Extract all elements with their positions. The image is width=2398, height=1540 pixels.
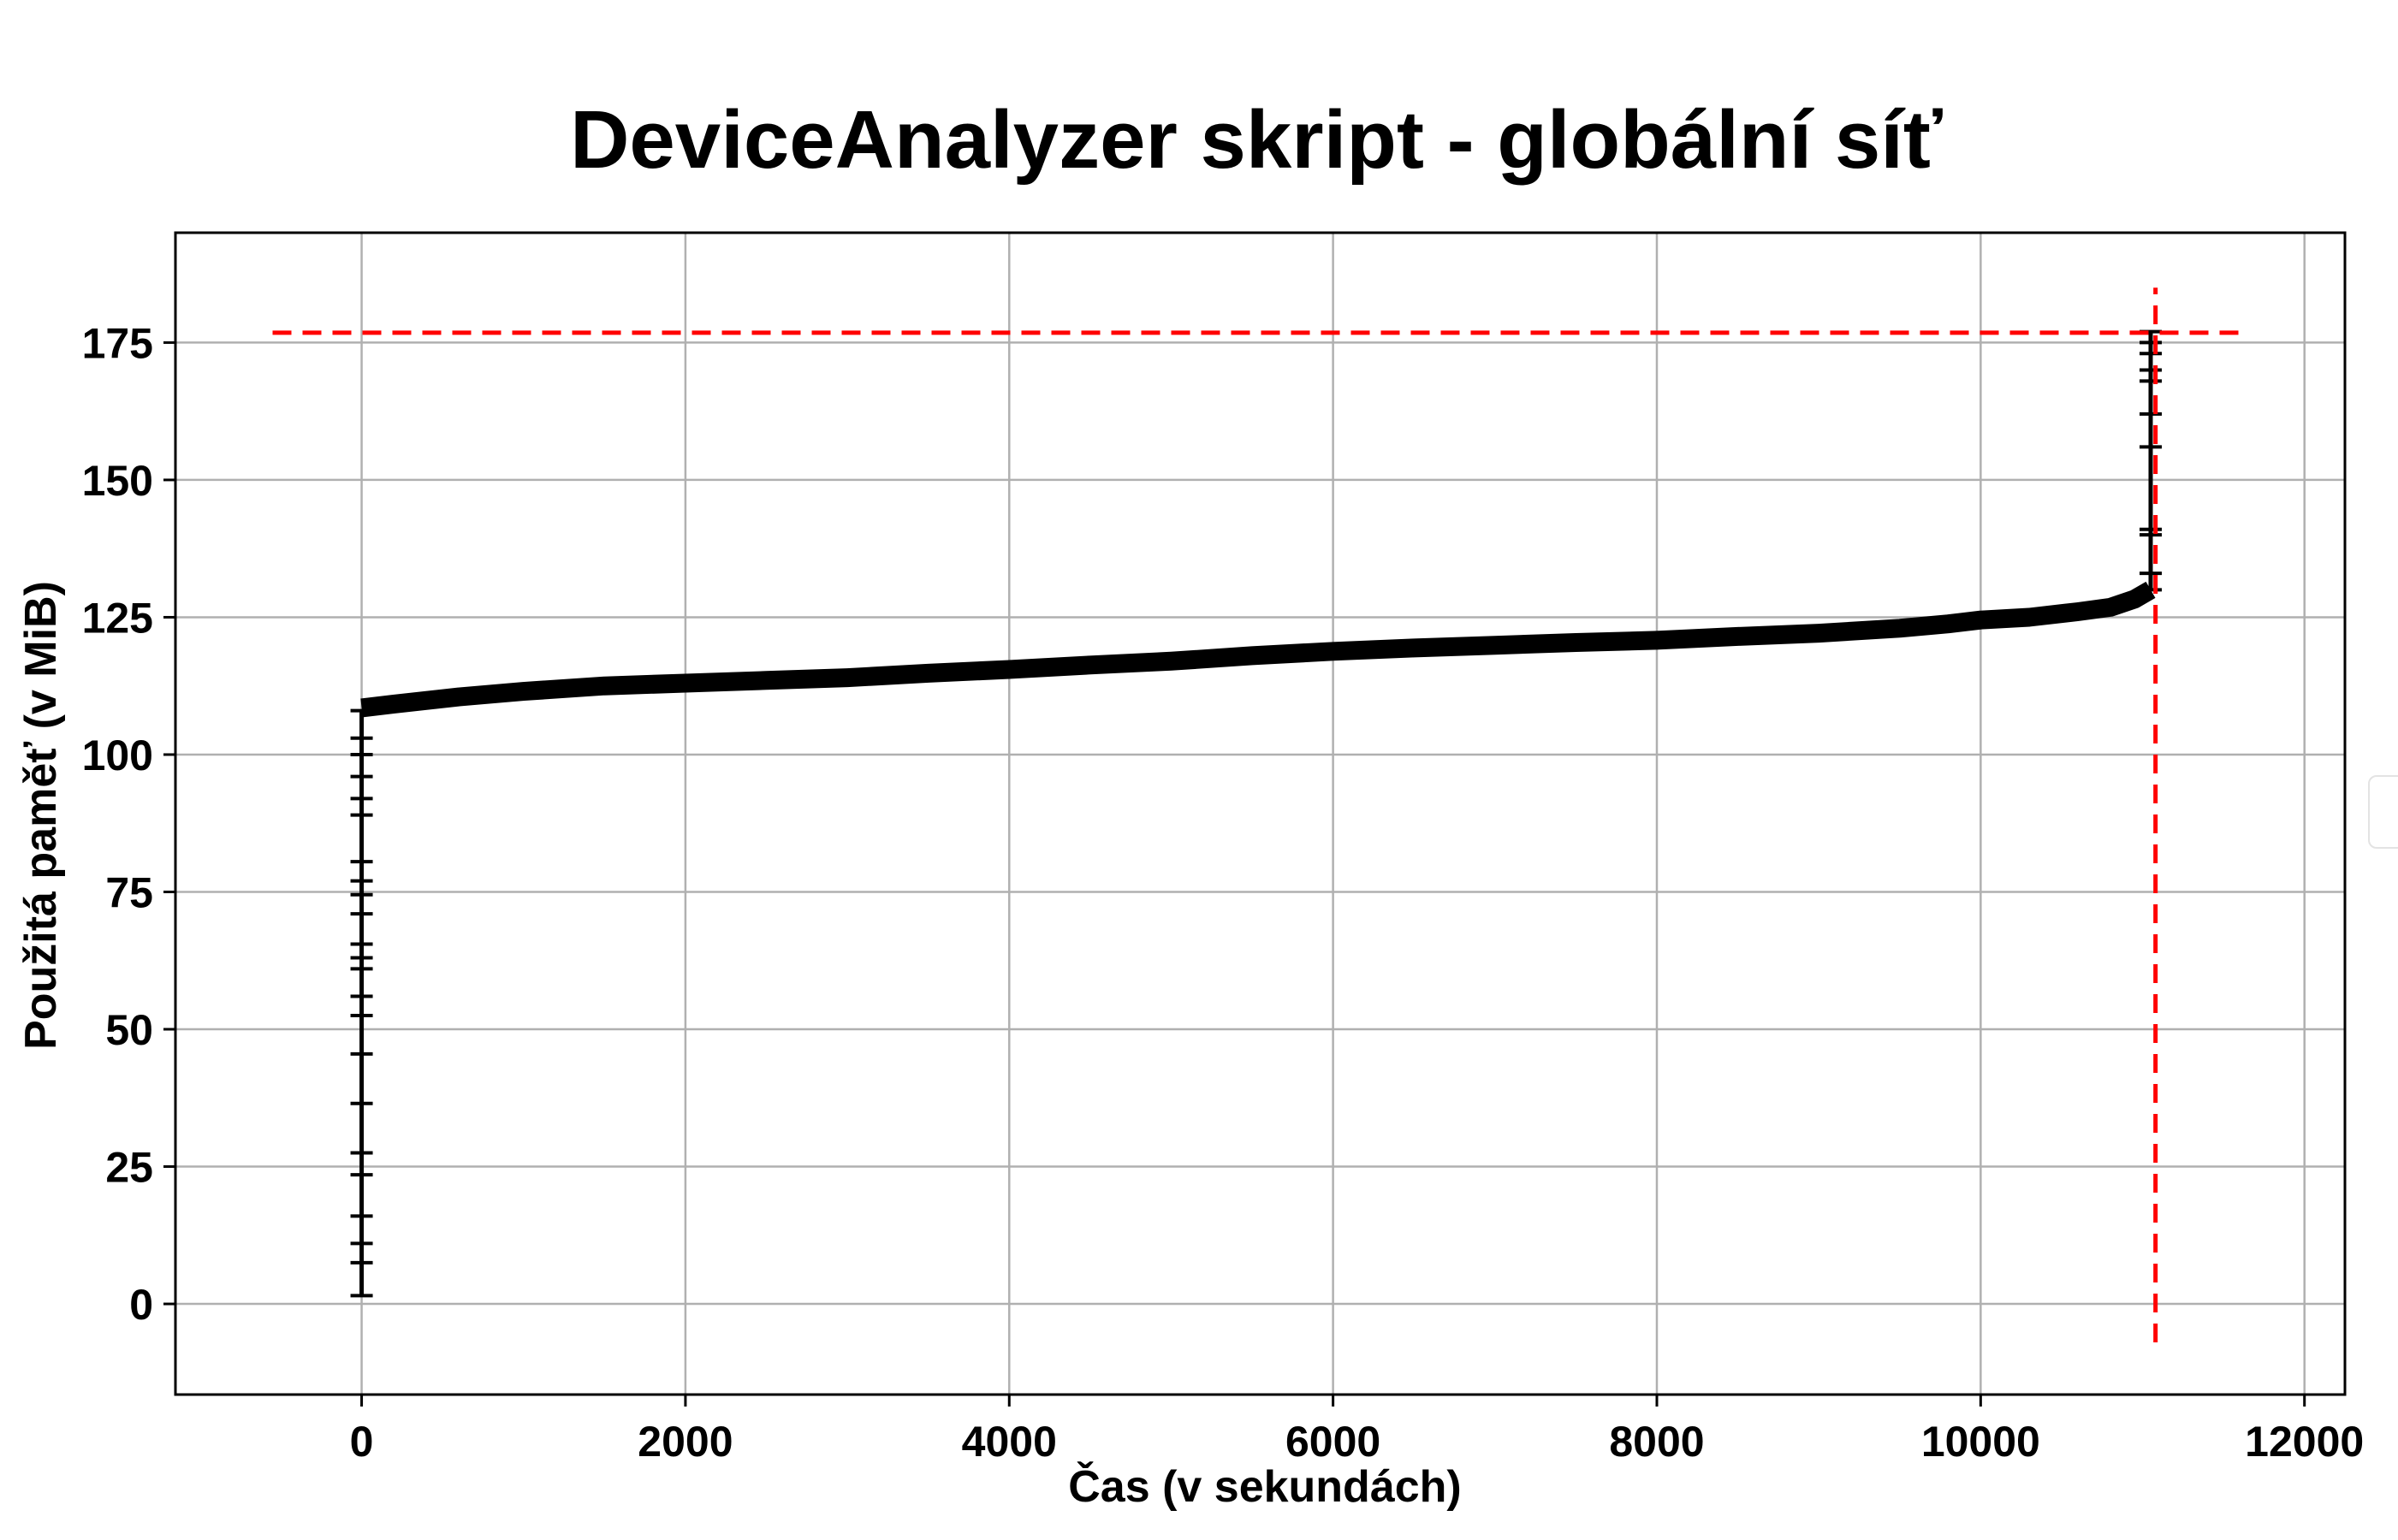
x-tick-label: 10000 (1921, 1418, 2040, 1466)
y-tick-label: 175 (82, 319, 153, 367)
x-tick-label: 0 (350, 1418, 374, 1466)
series-memory (350, 329, 2162, 1298)
y-axis-label: Použitá paměť (v MiB) (16, 581, 66, 1050)
y-tick-label: 150 (82, 457, 153, 505)
y-axis-ticks: 0 25 50 75 100 125 150 175 (82, 319, 175, 1329)
x-axis-ticks: 0 2000 4000 6000 8000 10000 12000 (350, 1395, 2364, 1466)
reference-lines (272, 287, 2248, 1343)
chart-title: DeviceAnalyzer skript - globální síť (570, 94, 1943, 186)
y-tick-label: 100 (82, 732, 153, 779)
memory-line (360, 581, 2156, 718)
y-tick-label: 0 (129, 1281, 153, 1329)
x-tick-label: 4000 (962, 1418, 1057, 1466)
grid (175, 233, 2345, 1395)
x-tick-label: 6000 (1285, 1418, 1380, 1466)
x-tick-label: 8000 (1609, 1418, 1704, 1466)
x-tick-label: 2000 (638, 1418, 733, 1466)
x-tick-label: 12000 (2245, 1418, 2364, 1466)
x-axis-label: Čas (v sekundách) (1068, 1461, 1462, 1512)
side-panel-tab[interactable] (2368, 775, 2398, 849)
y-tick-label: 50 (105, 1006, 153, 1054)
plot-frame (174, 231, 2347, 1396)
y-tick-label: 75 (105, 868, 153, 916)
y-tick-label: 125 (82, 594, 153, 642)
y-tick-label: 25 (105, 1144, 153, 1192)
